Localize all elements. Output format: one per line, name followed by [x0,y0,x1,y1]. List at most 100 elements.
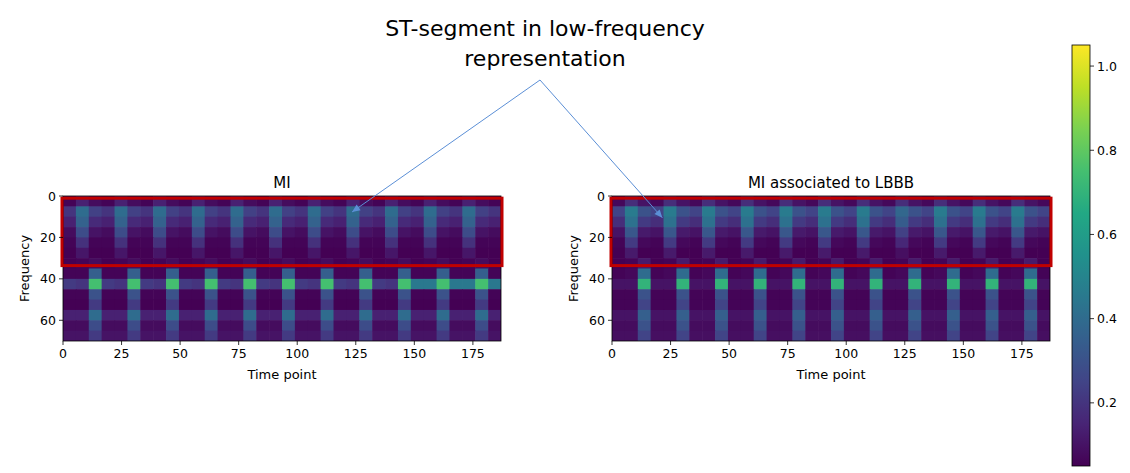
heatmap-cell [372,269,385,280]
x-tick [787,341,788,345]
heatmap-cell [230,320,243,331]
heatmap-cell [767,289,780,300]
heatmap-cell [792,269,805,280]
heatmap-cell [870,269,883,280]
annotation: ST-segment in low-frequencyrepresentatio… [352,16,705,218]
heatmap-cell [269,237,282,248]
heatmap-cell [612,206,625,217]
heatmap-cell [308,279,321,290]
heatmap-cell [321,279,334,290]
x-tick [355,341,356,345]
heatmap-cell [1024,289,1037,300]
heatmap-cell [411,269,424,280]
heatmap [63,196,501,341]
heatmap-cell [102,258,115,269]
heatmap-cell [741,269,754,280]
heatmap-cell [179,248,192,259]
heatmap-cell [115,320,128,331]
heatmap-cell [728,310,741,321]
heatmap-cell [218,206,231,217]
heatmap-cell [857,279,870,290]
axes-frame [612,196,1050,341]
heatmap-cell [166,320,179,331]
heatmap-cell [372,206,385,217]
heatmap-cell [715,258,728,269]
heatmap-cell [140,300,153,311]
heatmap-cell [282,217,295,228]
heatmap-cell [676,258,689,269]
heatmap-cell [346,227,359,238]
heatmap-cell [702,320,715,331]
heatmap-cell [346,279,359,290]
heatmap-cell [282,258,295,269]
heatmap-cell [359,206,372,217]
heatmap-cell [870,237,883,248]
heatmap-cell [372,248,385,259]
heatmap-cell [741,227,754,238]
heatmap-cell [947,289,960,300]
heatmap-cell [102,320,115,331]
heatmap-cell [334,320,347,331]
heatmap-cell [818,258,831,269]
heatmap-cell [102,217,115,228]
y-tick [59,320,63,321]
colorbar-tick [1090,66,1094,67]
heatmap-cell [398,227,411,238]
x-tick-label: 175 [461,346,485,361]
heatmap-cell [205,331,218,341]
heatmap-cell [321,248,334,259]
heatmap-cell [385,279,398,290]
heatmap-cell [767,269,780,280]
colorbar-tick-label: 0.8 [1097,143,1117,158]
heatmap-cell [818,300,831,311]
heatmap-cell [424,258,437,269]
heatmap-cell [385,248,398,259]
heatmap-cell [115,206,128,217]
heatmap-cell [282,300,295,311]
heatmap-cell [282,310,295,321]
heatmap-cell [205,258,218,269]
heatmap-cell [218,289,231,300]
x-tick [414,341,415,345]
heatmap-cell [818,227,831,238]
heatmap-cell [102,237,115,248]
y-tick [608,320,612,321]
heatmap-cell [76,331,89,341]
heatmap-cell [767,227,780,238]
y-axis-title: Frequency [566,235,581,302]
heatmap-cell [1024,279,1037,290]
heatmap-cell [960,248,973,259]
heatmap-cell [475,258,488,269]
heatmap-cell [895,269,908,280]
heatmap-cell [269,289,282,300]
heatmap-cell [334,300,347,311]
heatmap-cell [166,248,179,259]
heatmap-cell [741,331,754,341]
heatmap-cell [359,269,372,280]
heatmap-cell [243,227,256,238]
heatmap-cell [385,310,398,321]
heatmap-cell [612,237,625,248]
heatmap-cell [372,331,385,341]
heatmap-cell [908,227,921,238]
heatmap-cell [437,279,450,290]
heatmap-cell [844,237,857,248]
heatmap-cell [437,331,450,341]
heatmap-cell [269,300,282,311]
heatmap-cell [702,279,715,290]
heatmap-cell [76,206,89,217]
figure: 02550751001251501750204060MITime pointFr… [0,0,1130,473]
heatmap-cell [76,310,89,321]
heatmap-cell [321,227,334,238]
heatmap-cell [205,227,218,238]
heatmap-cell [1037,310,1050,321]
heatmap-cell [895,237,908,248]
heatmap-cell [475,206,488,217]
heatmap-cell [651,258,664,269]
heatmap-cell [166,310,179,321]
heatmap-cell [754,289,767,300]
heatmap-cell [664,217,677,228]
heatmap-cell [754,258,767,269]
heatmap-cell [140,289,153,300]
heatmap-cell [282,227,295,238]
